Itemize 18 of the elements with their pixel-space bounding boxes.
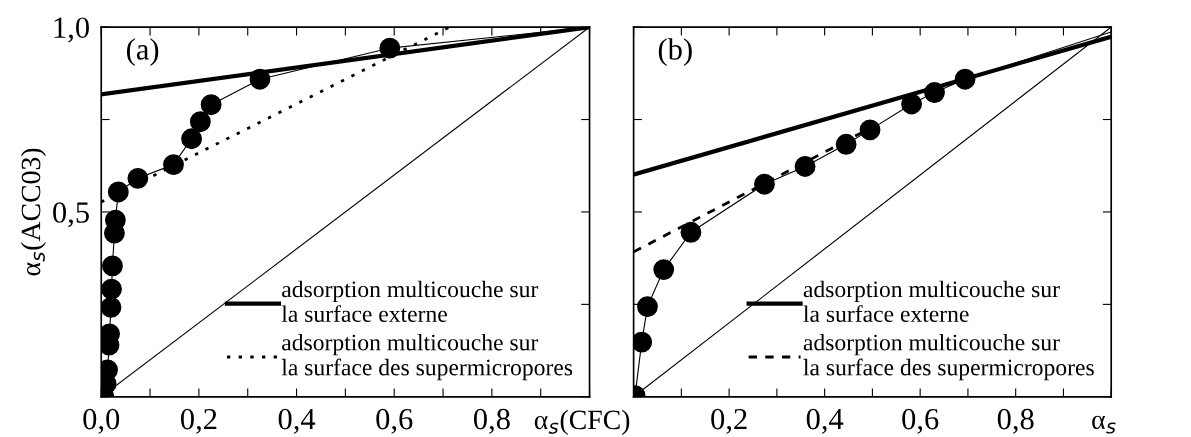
y-tick-label: 1,0 — [54, 17, 89, 43]
legend-label: adsorption multicouche sur la surface des supermicropores — [281, 333, 573, 381]
x-tick-label: 0,4 — [806, 408, 844, 434]
x-tick-label: 0,6 — [902, 408, 939, 434]
x-tick-label: 0,4 — [278, 408, 316, 434]
x-axis-title: α$_{s}$ — [1092, 415, 1116, 434]
y-axis-title: α$_{s}$(ACC03) — [20, 148, 47, 276]
annotation: (a) — [126, 38, 159, 66]
legend-label: adsorption multicouche sur la surface des supermicropores — [803, 333, 1094, 381]
x-tick-label: 0,2 — [711, 408, 747, 434]
x-tick-label: 0,8 — [997, 408, 1034, 434]
annotation: (b) — [658, 38, 692, 66]
x-tick-label: 0,8 — [473, 408, 510, 434]
x-axis-title: α$_{s}$(CFC) — [534, 409, 630, 435]
y-tick-label: 0,5 — [53, 202, 89, 228]
x-tick-label: 0,6 — [376, 408, 413, 434]
x-tick-label: 0,0 — [83, 408, 120, 434]
x-tick-label: 0,2 — [180, 408, 217, 434]
